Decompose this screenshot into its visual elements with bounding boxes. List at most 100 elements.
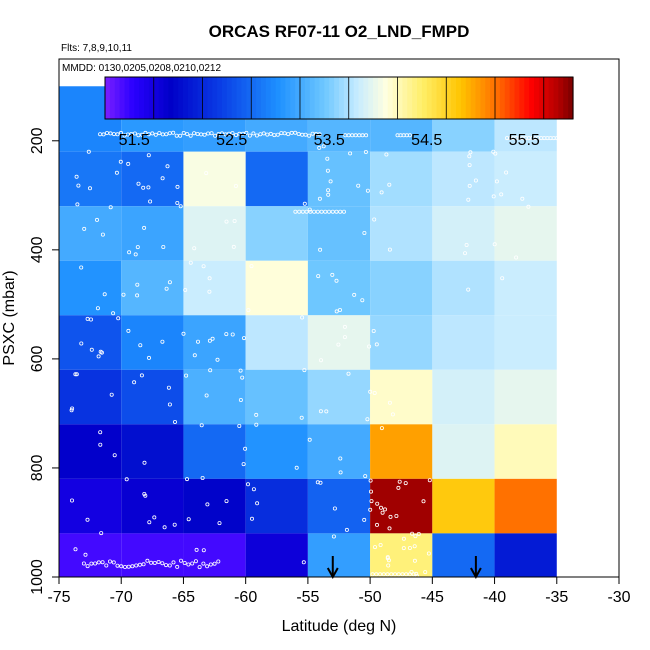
heatmap-cell [307,151,371,207]
observation-point [98,430,103,435]
dates-subtitle: MMDD: 0130,0205,0208,0210,0212 [62,63,221,74]
observation-point [101,132,106,137]
observation-point [421,499,426,504]
observation-point [238,368,243,373]
observation-point [224,332,229,337]
colorbar-swatch [197,77,204,119]
observation-point [255,501,260,506]
observation-point [114,170,119,175]
observation-point [492,242,497,247]
observation-point [332,506,337,511]
observation-point [116,316,121,321]
observation-point [473,178,478,183]
observation-point [136,181,141,186]
colorbar-swatch [426,77,433,119]
heatmap-cell [245,533,308,577]
observation-point [83,552,88,557]
observation-point [368,507,373,512]
heatmap-cell [59,151,122,207]
colorbar-swatch [168,77,174,119]
colorbar-swatch [348,77,355,119]
colorbar-swatch [382,77,389,119]
observation-point [390,412,395,417]
observation-point [526,204,531,209]
observation-point [172,419,177,424]
colorbar-swatch [124,77,130,119]
observation-point [500,276,505,281]
x-tick-label: -70 [110,589,133,606]
heatmap-cell [432,260,495,316]
observation-point [143,130,148,135]
observation-point [318,480,323,485]
colorbar-swatch [499,77,506,119]
observation-point [163,563,168,568]
observation-point [185,132,190,137]
observation-point [386,563,391,568]
colorbar-tick-labels: 51.5 52.5 53.5 54.5 55.5 [119,132,540,149]
observation-point [326,192,331,197]
observation-point [247,133,252,138]
heatmap-cell [370,260,433,316]
observation-point [380,510,385,515]
colorbar-swatch [421,77,428,119]
observation-point [415,574,420,579]
heatmap-cell [59,424,122,479]
observation-point [99,531,104,536]
heatmap-cell [494,206,557,261]
observation-point [130,564,135,569]
observation-point [341,209,346,214]
observation-point [86,149,91,154]
observation-point [126,161,131,166]
observation-point [323,209,328,214]
observation-point [208,368,213,373]
colorbar-swatch [178,77,184,119]
colorbar-swatch [480,77,486,119]
colorbar-swatch [217,77,223,119]
observation-point [374,522,379,527]
colorbar-swatch [436,77,442,119]
observation-point [316,274,321,279]
heatmap-cell [121,315,184,370]
observation-point [293,130,298,135]
observation-point [325,168,330,173]
observation-point [217,521,222,526]
observation-point [142,460,147,465]
observation-point [362,230,367,235]
observation-point [215,357,220,362]
colorbar-swatch [407,77,413,119]
heatmap-cell [494,478,557,534]
observation-point [334,209,339,214]
observation-point [303,132,308,137]
colorbar-swatch [431,77,438,119]
observation-point [160,561,165,566]
heatmap-cell [432,315,495,370]
colorbar-swatch [256,77,262,119]
observation-point [157,131,162,136]
heatmap-cell [432,369,495,425]
observation-point [491,194,496,199]
colorbar-swatch [324,77,330,119]
observation-point [108,131,113,136]
observation-point [392,572,397,577]
heatmap-cell [183,315,246,370]
colorbar-swatch [353,77,360,119]
observation-point [365,188,370,193]
observation-point [381,572,386,577]
observation-point [172,522,177,527]
observation-point [135,282,140,287]
observation-point [149,560,154,565]
observation-point [412,544,417,549]
observation-point [190,561,195,566]
observation-point [370,572,375,577]
observation-point [379,426,384,431]
observation-point [387,182,392,187]
observation-point [201,264,206,269]
observation-point [184,477,189,482]
observation-point [186,517,191,522]
observation-point [73,372,78,377]
observation-point [134,563,139,568]
colorbar-swatch [280,77,286,119]
observation-point [193,559,198,564]
observation-point [164,286,169,291]
observation-point [387,247,392,252]
